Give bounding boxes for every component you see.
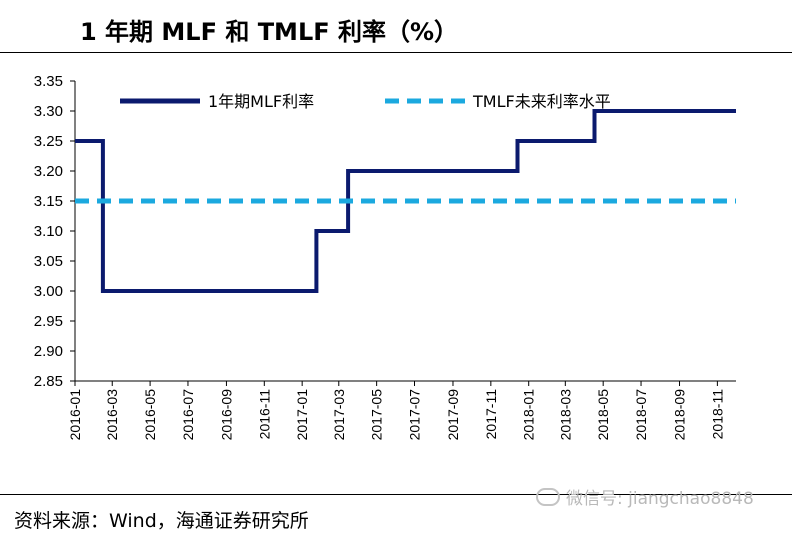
x-tick-label: 2018-07 — [633, 389, 649, 441]
y-tick-label: 3.25 — [34, 133, 63, 150]
x-axis: 2016-01 2016-03 2016-05 2016-07 2016-09 2016-… — [67, 380, 736, 441]
wechat-icon — [536, 488, 560, 506]
source-note: 资料来源：Wind，海通证券研究所 — [14, 510, 309, 532]
line-chart: 3.35 3.30 3.25 3.20 3.15 3.10 3.05 3.00 2.95 2.90… — [34, 73, 736, 441]
x-tick-label: 2018-11 — [709, 389, 725, 440]
top-divider — [0, 52, 792, 53]
x-tick-label: 2017-05 — [369, 389, 385, 441]
legend: 1年期MLF利率 TMLF未来利率水平 — [120, 92, 611, 111]
x-tick-label: 2016-07 — [180, 389, 196, 441]
bottom-divider — [0, 494, 792, 495]
title-bar: 1 年期 MLF 和 TMLF 利率（%） — [0, 0, 792, 52]
legend-label-1: 1年期MLF利率 — [208, 92, 314, 111]
x-tick-label: 2016-03 — [104, 389, 120, 441]
x-tick-label: 2016-01 — [67, 389, 83, 441]
x-tick-label: 2017-07 — [406, 389, 422, 441]
y-tick-label: 2.85 — [34, 373, 63, 390]
y-axis: 3.35 3.30 3.25 3.20 3.15 3.10 3.05 3.00 2.95 2.90… — [34, 73, 76, 390]
x-tick-label: 2016-11 — [256, 389, 272, 440]
y-tick-label: 3.10 — [34, 223, 63, 240]
x-tick-label: 2018-05 — [595, 389, 611, 441]
x-tick-label: 2018-01 — [521, 389, 537, 441]
y-tick-label: 3.15 — [34, 193, 63, 210]
y-tick-label: 3.05 — [34, 253, 63, 270]
series-layer — [75, 109, 736, 293]
x-tick-label: 2017-03 — [331, 389, 347, 441]
x-tick-label: 2016-05 — [142, 389, 158, 441]
x-tick-label: 2018-09 — [672, 389, 688, 441]
y-tick-label: 3.20 — [34, 163, 63, 180]
x-tick-label: 2017-09 — [445, 389, 461, 441]
y-tick-label: 3.00 — [34, 283, 63, 300]
y-tick-label: 3.35 — [34, 73, 63, 90]
x-tick-label: 2018-03 — [557, 389, 573, 441]
x-tick-label: 2017-11 — [483, 389, 499, 440]
watermark: 微信号: jiangchao8848 — [536, 484, 754, 509]
chart-title: 1 年期 MLF 和 TMLF 利率（%） — [80, 18, 459, 46]
x-tick-label: 2016-09 — [218, 389, 234, 441]
x-tick-label: 2017-01 — [294, 389, 310, 441]
y-tick-label: 3.30 — [34, 103, 63, 120]
watermark-text: 微信号: jiangchao8848 — [566, 489, 754, 509]
legend-label-2: TMLF未来利率水平 — [472, 92, 611, 111]
y-tick-label: 2.90 — [34, 343, 63, 360]
y-tick-label: 2.95 — [34, 313, 63, 330]
